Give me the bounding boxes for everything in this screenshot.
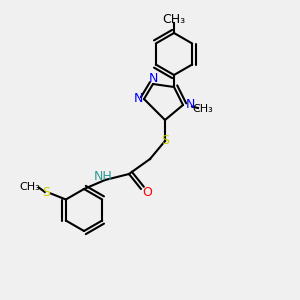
Text: N: N bbox=[186, 98, 195, 112]
Text: NH: NH bbox=[94, 170, 113, 184]
Text: CH₃: CH₃ bbox=[162, 13, 186, 26]
Text: N: N bbox=[134, 92, 143, 106]
Text: O: O bbox=[142, 185, 152, 199]
Text: CH₃: CH₃ bbox=[192, 104, 213, 115]
Text: N: N bbox=[148, 71, 158, 85]
Text: CH₃: CH₃ bbox=[20, 182, 40, 193]
Text: S: S bbox=[42, 185, 50, 199]
Text: S: S bbox=[161, 134, 169, 148]
